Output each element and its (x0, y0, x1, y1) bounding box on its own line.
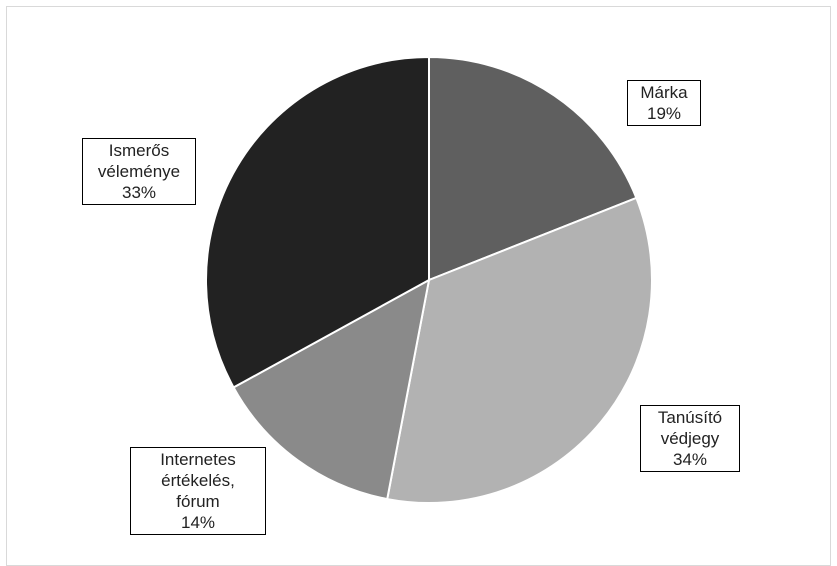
slice-label-tanusito-line2: védjegy (660, 429, 720, 448)
slice-label-marka: Márka 19% (627, 80, 701, 126)
slice-label-ismeros-line1: Ismerős (108, 141, 170, 160)
slice-label-internetes-line2: értékelés, (161, 471, 235, 490)
slice-label-tanusito-line1: Tanúsító (657, 408, 723, 427)
slice-label-tanusito-vedjegy: Tanúsító védjegy 34% (640, 405, 740, 472)
slice-label-tanusito-value: 34% (672, 450, 708, 469)
slice-label-internetes-line1: Internetes (160, 450, 236, 469)
pie-slice-tanusito-vedjegy (386, 196, 653, 504)
slice-label-ismeros-line2: véleménye (97, 162, 181, 181)
slice-label-internetes-line3: fórum (176, 492, 220, 511)
pie-chart (205, 55, 653, 504)
slice-label-internetes-ertekeles: Internetes értékelés, fórum 14% (130, 447, 266, 535)
pie-slice-ismeros-velemenye (205, 55, 430, 389)
slice-label-internetes-value: 14% (180, 513, 216, 532)
slice-label-marka-name: Márka (640, 83, 688, 102)
slice-label-ismeros-velemenye: Ismerős véleménye 33% (82, 138, 196, 205)
pie-slice-marka (428, 55, 638, 282)
pie-slice-internetes-ertekeles (232, 278, 431, 501)
slice-label-ismeros-value: 33% (121, 183, 157, 202)
slice-label-marka-value: 19% (646, 104, 682, 123)
